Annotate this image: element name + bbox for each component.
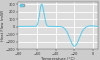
Legend:  xyxy=(20,4,24,6)
Y-axis label: Heat Flow (mW): Heat Flow (mW) xyxy=(1,10,5,41)
X-axis label: Temperature (°C): Temperature (°C) xyxy=(41,57,75,60)
